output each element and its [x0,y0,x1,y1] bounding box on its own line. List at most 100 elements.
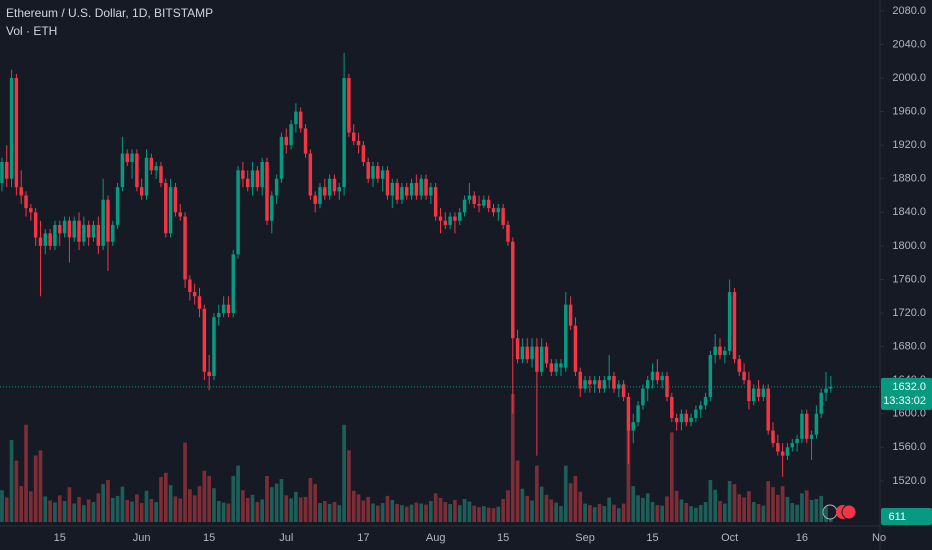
candle-body [525,346,529,360]
volume-bar [260,499,264,522]
candle-body [409,182,414,196]
volume-bar [159,476,163,522]
candle-body [178,212,182,217]
volume-bar [29,491,33,522]
volume-bar [236,465,240,522]
candles [0,52,833,477]
volume-bar [429,501,433,522]
volume-bar [265,475,269,522]
volume-bar [48,500,52,522]
candle-body [703,396,708,406]
volume-bar [559,506,563,522]
volume-bar [361,500,366,522]
volume-bar [424,504,428,522]
candle-body [221,304,226,314]
candle-body [405,187,409,196]
y-tick-label: 1920.0 [892,139,926,151]
candle-body [670,396,674,418]
volume-bar [679,499,684,522]
candle-body [43,233,48,246]
candle-body [308,153,313,196]
candle-body [19,187,23,196]
volume-bar [742,497,746,522]
candle-body [602,380,607,389]
candle-body [780,451,785,456]
volume-bar [669,432,674,522]
candle-body [438,216,443,221]
volume-bar [303,496,308,522]
candle-body [723,350,727,355]
volume-bar [588,505,592,522]
volume-bar [722,503,727,522]
candle-body [785,447,790,456]
volume-bar [771,487,775,522]
candle-body [86,224,91,238]
volume-bar [592,507,597,522]
volume-bar [530,500,534,522]
volume-bar [332,502,337,522]
volume-bar [154,502,158,522]
volume-bar [279,478,284,522]
volume-bar [53,502,57,522]
candle-body [139,187,144,196]
volume-bar [250,494,255,522]
x-tick-label: Sep [575,532,595,544]
candle-body [491,208,496,213]
volume-bar [674,490,679,522]
x-tick-label: 15 [497,532,509,544]
volume-bar [472,505,477,522]
candle-body [318,187,322,204]
candle-body [53,224,57,246]
volume-bar [795,504,799,522]
candle-body [776,443,780,452]
candle-body [135,153,139,188]
volume-bar [698,505,703,522]
candle-body [173,187,178,213]
volume-bar [4,497,9,522]
candle-body [631,422,635,431]
y-tick-label: 1840.0 [892,206,926,218]
candle-body [111,224,115,242]
candle-body [747,380,751,402]
candle-body [342,78,346,188]
volume-bar [9,440,14,522]
volume-bar [313,484,318,522]
y-tick-label: 2000.0 [892,72,926,84]
volume-bar [274,483,279,522]
last-volume-tag [881,508,932,525]
volume-bar [486,507,491,522]
candle-body [679,413,684,423]
candle-body [535,346,539,372]
candle-body [72,220,76,238]
candle-body [515,338,520,360]
volume-bar [327,504,332,522]
candle-body [429,187,433,196]
candle-body [539,346,544,372]
candle-body [737,359,742,372]
candle-body [573,325,578,372]
volume-title: Vol · ETH [6,24,57,38]
candle-body [337,187,342,192]
volume-bar [255,502,260,522]
candle-body [284,136,288,146]
candle-body [29,208,33,213]
candle-body [583,380,587,389]
candle-body [414,182,419,196]
volume-bar [814,498,819,522]
volume-bar [751,502,756,522]
volume-bar [824,506,828,522]
volume-bar [390,499,395,522]
volume-bar [216,501,221,522]
volume-bar [144,490,149,522]
candle-body [458,212,462,221]
last-volume-label: 611 [888,511,906,523]
volume-bar [245,497,250,522]
candle-body [486,199,491,209]
volume-bar [318,503,322,522]
candle-body [694,409,698,418]
candle-body [626,396,631,431]
volume-bar [419,503,424,522]
y-tick-label: 2080.0 [892,5,926,17]
chart-title: Ethereum / U.S. Dollar, 1D, BITSTAMP [6,6,213,20]
volume-bar [510,394,515,522]
